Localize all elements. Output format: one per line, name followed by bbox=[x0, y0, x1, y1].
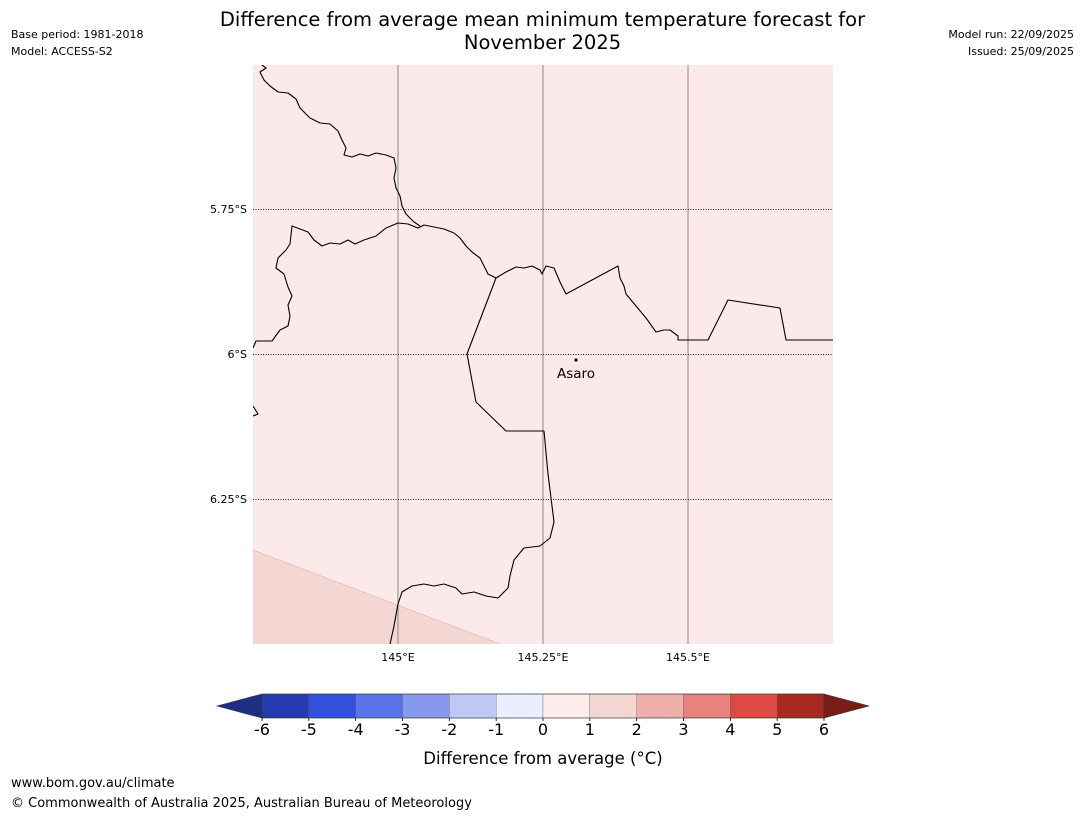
province-boundaries bbox=[253, 65, 833, 644]
colorbar-segment bbox=[683, 693, 731, 719]
colorbar-tick-label: -1 bbox=[488, 720, 504, 739]
colorbar-segment bbox=[589, 693, 637, 719]
colorbar-tick-label: 3 bbox=[678, 720, 688, 739]
lon-label-145-25: 145.25°E bbox=[518, 651, 569, 664]
colorbar-segments bbox=[261, 693, 825, 719]
colorbar-segment bbox=[636, 693, 684, 719]
colorbar-arrow-left bbox=[215, 693, 263, 719]
title-line-1: Difference from average mean minimum tem… bbox=[219, 8, 866, 31]
chart-title: Difference from average mean minimum tem… bbox=[160, 8, 925, 54]
colorbar-tick-label: 0 bbox=[538, 720, 548, 739]
colorbar-tick-label: 5 bbox=[772, 720, 782, 739]
colorbar-tick-label: -2 bbox=[441, 720, 457, 739]
colorbar-segment bbox=[730, 693, 778, 719]
place-marker-asaro bbox=[574, 358, 578, 362]
place-label-asaro: Asaro bbox=[557, 366, 595, 382]
colorbar-tick-label: 4 bbox=[725, 720, 735, 739]
model-text: Model: ACCESS-S2 bbox=[11, 45, 113, 58]
colorbar-segment bbox=[355, 693, 403, 719]
colorbar-segment bbox=[402, 693, 450, 719]
lon-label-145-5: 145.5°E bbox=[666, 651, 710, 664]
lat-label-6-25: 6.25°S bbox=[210, 493, 247, 506]
meta-right: Model run: 22/09/2025 Issued: 25/09/2025 bbox=[948, 26, 1074, 60]
colorbar-tick-label: -3 bbox=[395, 720, 411, 739]
footer-url: www.bom.gov.au/climate bbox=[11, 776, 175, 791]
colorbar-tick-label: 6 bbox=[819, 720, 829, 739]
lat-label-5-75: 5.75°S bbox=[210, 203, 247, 216]
anomaly-region-edge bbox=[253, 549, 501, 644]
colorbar-tick-label: 1 bbox=[585, 720, 595, 739]
meta-left: Base period: 1981-2018 Model: ACCESS-S2 bbox=[11, 26, 143, 60]
map-panel: Asaro bbox=[253, 65, 833, 644]
latitude-labels: 5.75°S 6°S 6.25°S bbox=[210, 203, 247, 506]
colorbar-segment bbox=[449, 693, 497, 719]
colorbar-segment bbox=[777, 693, 825, 719]
boundary-east-west bbox=[389, 277, 555, 644]
footer-copyright: © Commonwealth of Australia 2025, Austra… bbox=[11, 796, 472, 811]
colorbar: -6 -5 -4 -3 -2 -1 0 1 2 3 4 5 6 Difference from aver… bbox=[215, 693, 871, 768]
colorbar-tick-label: -6 bbox=[254, 720, 270, 739]
lat-label-6: 6°S bbox=[228, 348, 247, 361]
colorbar-segment bbox=[496, 693, 544, 719]
boundary-central bbox=[253, 222, 833, 349]
footer: www.bom.gov.au/climate © Commonwealth of… bbox=[11, 774, 472, 814]
boundary-west-fragment bbox=[253, 405, 259, 417]
boundary-north bbox=[259, 65, 421, 227]
colorbar-label: Difference from average (°C) bbox=[423, 749, 662, 768]
lon-label-145: 145°E bbox=[381, 651, 414, 664]
colorbar-tick-label: -5 bbox=[301, 720, 317, 739]
longitude-labels: 145°E 145.25°E 145.5°E bbox=[381, 651, 710, 664]
colorbar-arrow-right bbox=[823, 693, 871, 719]
colorbar-segment bbox=[308, 693, 356, 719]
colorbar-ticks: -6 -5 -4 -3 -2 -1 0 1 2 3 4 5 6 bbox=[254, 718, 829, 739]
model-run-text: Model run: 22/09/2025 bbox=[948, 28, 1074, 41]
title-line-2: November 2025 bbox=[463, 31, 622, 54]
issued-text: Issued: 25/09/2025 bbox=[967, 45, 1074, 58]
colorbar-segment bbox=[542, 693, 590, 719]
colorbar-tick-label: 2 bbox=[632, 720, 642, 739]
base-period-text: Base period: 1981-2018 bbox=[11, 28, 144, 41]
colorbar-tick-label: -4 bbox=[348, 720, 364, 739]
colorbar-segment bbox=[261, 693, 309, 719]
